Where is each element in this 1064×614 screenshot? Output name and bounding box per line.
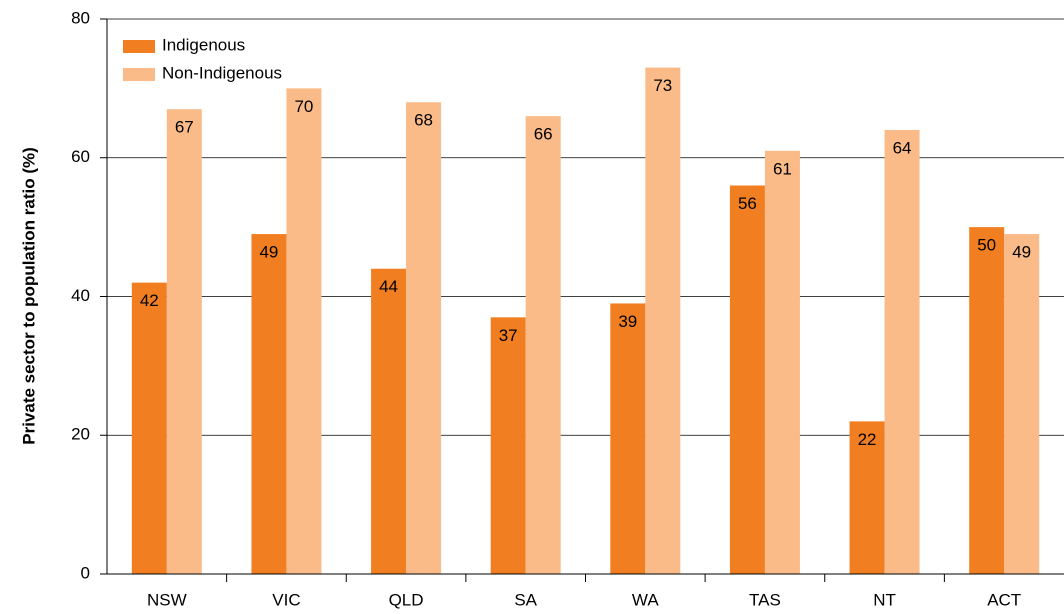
value-label: 70 [294, 97, 313, 116]
bar [645, 67, 681, 574]
value-label: 44 [379, 277, 398, 296]
value-label: 68 [414, 111, 433, 130]
bar [969, 227, 1005, 574]
y-tick-label: 60 [71, 147, 90, 166]
x-tick-label: QLD [389, 590, 424, 609]
value-label: 37 [499, 326, 518, 345]
y-tick-label: 0 [81, 563, 90, 582]
x-tick-label: NT [873, 590, 896, 609]
x-tick-label: WA [632, 590, 659, 609]
value-label: 61 [773, 159, 792, 178]
bar [1004, 234, 1040, 574]
x-tick-label: ACT [987, 590, 1021, 609]
y-tick-label: 80 [71, 8, 90, 27]
bar [286, 88, 322, 574]
bar [525, 116, 561, 574]
bar [251, 234, 287, 574]
value-label: 39 [618, 312, 637, 331]
value-label: 64 [893, 138, 912, 157]
x-tick-label: VIC [272, 590, 300, 609]
bar [849, 421, 885, 574]
value-label: 73 [653, 76, 672, 95]
value-label: 49 [1012, 243, 1031, 262]
bar [884, 130, 920, 574]
legend-swatch [123, 40, 155, 53]
value-label: 49 [259, 243, 278, 262]
bar [406, 102, 442, 574]
value-label: 50 [977, 236, 996, 255]
y-tick-label: 40 [71, 286, 90, 305]
value-label: 56 [738, 194, 757, 213]
legend-label: Indigenous [162, 35, 245, 54]
bar [166, 109, 202, 574]
value-label: 42 [140, 291, 159, 310]
x-tick-label: NSW [147, 590, 187, 609]
value-label: 67 [175, 118, 194, 137]
bar [764, 150, 800, 574]
bar [131, 282, 167, 574]
value-label: 22 [858, 430, 877, 449]
x-tick-label: SA [514, 590, 537, 609]
bar [729, 185, 765, 574]
legend-label: Non-Indigenous [162, 63, 282, 82]
y-axis-label: Private sector to population ratio (%) [19, 147, 38, 445]
y-tick-label: 20 [71, 425, 90, 444]
bar [610, 303, 646, 574]
bar [371, 268, 407, 574]
value-label: 66 [534, 125, 553, 144]
x-tick-label: TAS [749, 590, 781, 609]
legend-swatch [123, 68, 155, 81]
bar [490, 317, 526, 574]
